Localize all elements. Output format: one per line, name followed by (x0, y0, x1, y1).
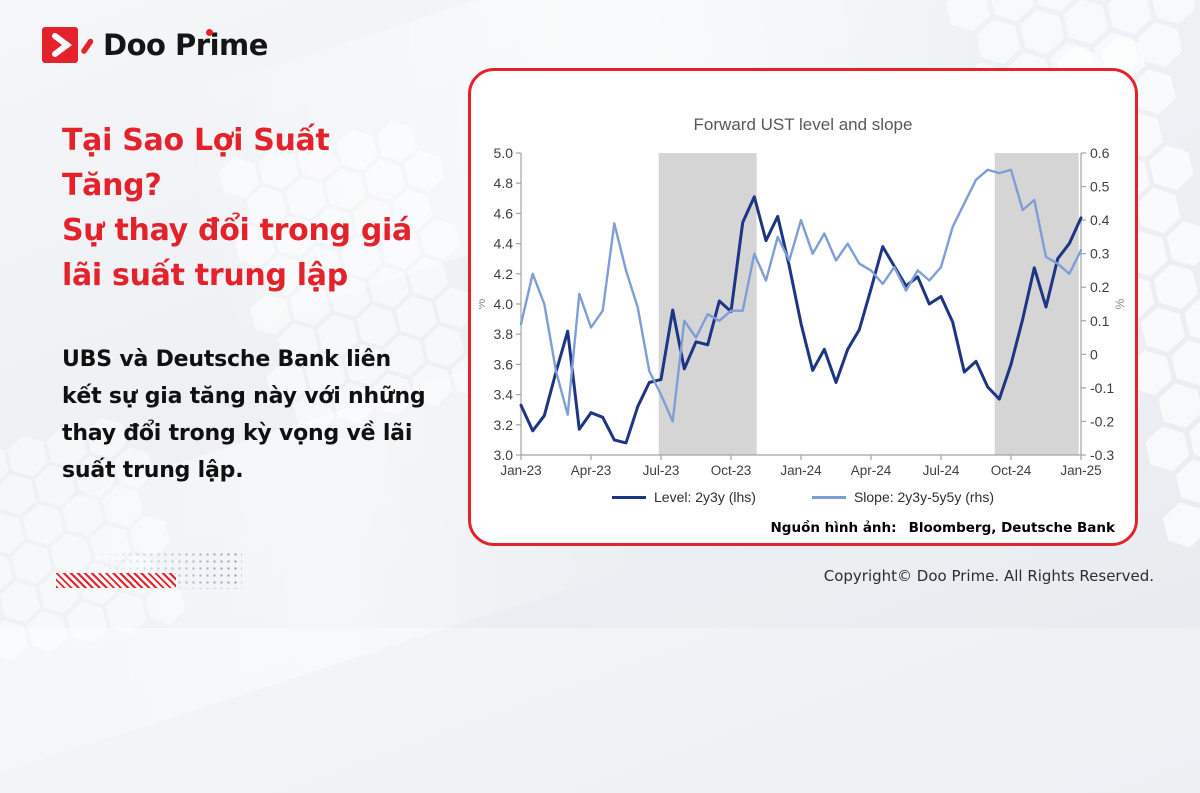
doo-prime-logo-icon (42, 27, 94, 63)
hexagon-shape (5, 431, 50, 480)
line-chart: 3.03.23.43.63.84.04.24.44.64.85.0%-0.3-0… (479, 141, 1129, 489)
hexagon-shape (49, 529, 94, 578)
brand-name: Doo Prime (103, 28, 268, 62)
svg-text:Jan-24: Jan-24 (780, 463, 822, 478)
svg-text:4.4: 4.4 (494, 236, 514, 252)
hexagon-shape (1186, 412, 1200, 466)
hexagon-shape (0, 586, 3, 635)
svg-text:Apr-24: Apr-24 (851, 463, 892, 478)
hexagon-shape (0, 577, 42, 626)
image-source: Nguồn hình ảnh: Bloomberg, Deutsche Bank (771, 520, 1116, 536)
level-legend-swatch (612, 496, 646, 499)
chart-legend: Level: 2y3y (lhs) Slope: 2y3y-5y5y (rhs) (471, 489, 1135, 505)
hexagon-shape (21, 500, 66, 549)
svg-text:-0.2: -0.2 (1090, 413, 1114, 429)
svg-text:-0.3: -0.3 (1090, 447, 1114, 463)
hexagon-shape (0, 440, 11, 489)
hexagon-shape (1147, 141, 1196, 195)
chart-title: Forward UST level and slope (471, 115, 1135, 135)
legend-item-level: Level: 2y3y (lhs) (612, 489, 756, 505)
svg-text:Oct-23: Oct-23 (711, 463, 752, 478)
hexagon-shape (0, 509, 26, 558)
headline: Tại Sao Lợi Suất Tăng? Sự thay đổi trong… (62, 118, 482, 298)
hexagon-shape (1143, 422, 1192, 476)
svg-text:Oct-24: Oct-24 (991, 463, 1032, 478)
hexagon-shape (394, 292, 439, 341)
hexagon-shape (974, 15, 1023, 69)
slope-legend-swatch (812, 496, 846, 499)
hexagon-shape (1061, 0, 1110, 49)
svg-text:3.0: 3.0 (494, 447, 514, 463)
svg-text:0.5: 0.5 (1090, 179, 1110, 195)
svg-text:0.4: 0.4 (1090, 212, 1110, 228)
svg-text:Jul-24: Jul-24 (923, 463, 960, 478)
hexagon-shape (1031, 0, 1080, 16)
svg-text:3.2: 3.2 (494, 417, 514, 433)
hexagon-shape (1134, 184, 1183, 238)
hexagon-shape (0, 548, 15, 597)
hexagon-shape (1149, 0, 1198, 28)
body-text: UBS và Deutsche Bank liên kết sự gia tăn… (62, 341, 492, 489)
svg-text:4.6: 4.6 (494, 205, 514, 221)
level-legend-label: Level: 2y3y (lhs) (654, 489, 756, 505)
svg-text:Jan-25: Jan-25 (1060, 463, 1101, 478)
shaded-band (995, 153, 1079, 455)
svg-text:-0.1: -0.1 (1090, 380, 1114, 396)
hexagon-shape (1136, 18, 1185, 72)
hexagon-shape (9, 539, 54, 588)
slope-legend-label: Slope: 2y3y-5y5y (rhs) (854, 489, 994, 505)
brand-name-text: Doo Prime (103, 28, 268, 62)
hexagon-shape (25, 607, 70, 656)
hexagon-shape (1105, 0, 1154, 38)
hexagon-shape (1151, 260, 1200, 314)
svg-text:4.8: 4.8 (494, 175, 514, 191)
x-axis-ticks: Jan-23 Apr-23 Jul-23 Oct-23 Jan-24 Apr-24 Jul-… (500, 455, 1101, 478)
hexagon-shape (1156, 379, 1200, 433)
svg-text:%: % (479, 298, 488, 309)
brand-logo: Doo Prime (42, 27, 268, 63)
svg-text:4.0: 4.0 (494, 296, 514, 312)
doo-prime-banner: { "brand": {"name": "Doo Prime"}, "headl… (0, 0, 1200, 628)
hexagon-shape (987, 0, 1036, 26)
hexagon-shape (1160, 498, 1200, 552)
left-axis-ticks: 3.0 3.2 3.4 3.6 3.8 4.0 4.2 4.4 4.6 4.8 5.0% (479, 145, 521, 463)
svg-text:3.8: 3.8 (494, 326, 514, 342)
svg-text:5.0: 5.0 (494, 145, 514, 161)
legend-item-slope: Slope: 2y3y-5y5y (rhs) (812, 489, 994, 505)
svg-text:0.3: 0.3 (1090, 246, 1110, 262)
hexagon-shape (1018, 5, 1067, 59)
svg-text:0.2: 0.2 (1090, 279, 1110, 295)
svg-text:Jan-23: Jan-23 (500, 463, 541, 478)
svg-text:0.6: 0.6 (1090, 145, 1110, 161)
svg-text:0.1: 0.1 (1090, 313, 1110, 329)
hexagon-shape (1074, 0, 1123, 6)
chart-card: Forward UST level and slope 3.0 3.2 3.4 3.6… (468, 68, 1138, 546)
source-label: Nguồn hình ảnh: (771, 520, 897, 536)
svg-text:0: 0 (1090, 346, 1098, 362)
right-axis-ticks: -0.3 -0.2 -0.1 0 0.1 0.2 0.3 0.4 0.5 0.6% (1081, 145, 1127, 463)
hexagon-shape (64, 598, 109, 647)
hexagon-shape (60, 491, 105, 540)
red-striped-bar-decoration (56, 573, 176, 588)
svg-text:Jul-23: Jul-23 (643, 463, 680, 478)
hexagon-shape (0, 470, 38, 519)
hexagon-shape (1164, 217, 1200, 271)
hexagon-shape (943, 0, 992, 36)
hexagon-shape (1173, 455, 1200, 509)
hexagon-shape (1182, 293, 1200, 347)
source-value: Bloomberg, Deutsche Bank (909, 520, 1115, 536)
svg-text:%: % (1113, 298, 1127, 309)
svg-text:3.6: 3.6 (494, 356, 514, 372)
logo-i-dot (206, 29, 213, 36)
svg-text:Apr-23: Apr-23 (571, 463, 612, 478)
svg-text:3.4: 3.4 (494, 387, 514, 403)
hexagon-shape (1169, 336, 1200, 390)
hexagon-shape (104, 589, 149, 638)
copyright-text: Copyright© Doo Prime. All Rights Reserve… (824, 567, 1154, 585)
svg-text:4.2: 4.2 (494, 266, 514, 282)
hexagon-shape (0, 616, 31, 665)
hexagon-shape (1138, 303, 1187, 357)
